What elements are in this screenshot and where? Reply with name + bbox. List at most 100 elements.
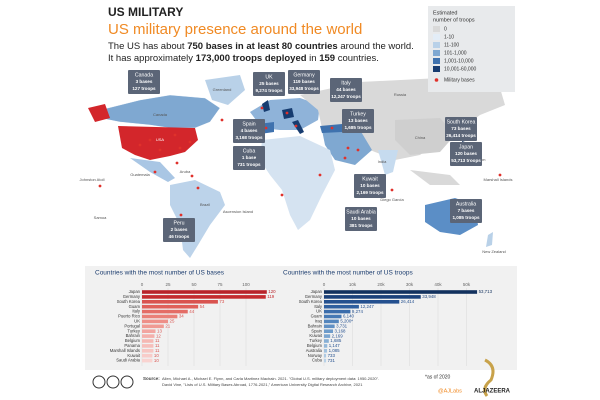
bar <box>142 353 153 358</box>
callout-name: Saudi Arabia <box>346 209 376 215</box>
callout-box <box>354 174 386 198</box>
base-marker <box>179 213 183 217</box>
category-label: Marshall Islands <box>110 348 140 353</box>
value-label: 731 <box>328 358 336 363</box>
base-marker <box>138 143 142 147</box>
bar <box>324 300 400 304</box>
value-label: 25 <box>170 319 175 324</box>
bar <box>142 290 267 294</box>
value-label: 11 <box>155 338 160 343</box>
description-part: It has approximately <box>108 53 196 64</box>
map-label: India <box>378 159 387 164</box>
base-marker <box>285 111 289 115</box>
value-label: 2,169 <box>332 333 344 338</box>
base-marker <box>264 126 268 130</box>
base-marker <box>280 193 284 197</box>
bar <box>142 319 168 324</box>
base-marker <box>346 146 350 150</box>
value-label: 13 <box>157 328 162 333</box>
category-label: Norway <box>308 353 323 358</box>
value-label: 3,168 <box>335 328 347 333</box>
callout-troops: 127 troops <box>132 86 156 91</box>
category-label: Puerto Rico <box>118 314 141 319</box>
x-tick-label: 40k <box>434 282 442 287</box>
legend-label: Military bases <box>444 77 475 83</box>
category-label: Japan <box>311 289 323 294</box>
category-label: Belgium <box>307 343 323 348</box>
value-label: 733 <box>328 353 336 358</box>
kicker: US MILITARY <box>108 5 183 19</box>
legend-label: 10,001-60,000 <box>444 66 476 72</box>
legend-label: 1,001-10,000 <box>444 58 474 64</box>
legend-swatch <box>433 42 440 48</box>
callout-box <box>345 207 377 231</box>
bar <box>324 309 351 314</box>
chart-title: Countries with the most number of US bas… <box>95 270 225 277</box>
category-label: Panama <box>124 343 140 348</box>
description-part: 750 bases in at least 80 countries <box>187 41 338 52</box>
base-marker <box>294 124 298 128</box>
bar <box>324 329 334 333</box>
base-marker <box>330 126 334 130</box>
bar <box>324 334 331 338</box>
value-label: 44 <box>189 309 194 314</box>
description-part: 159 <box>319 53 335 64</box>
callout-name: UK <box>265 74 273 80</box>
value-label: 119 <box>267 294 275 299</box>
legend-label: 0 <box>444 26 447 32</box>
map-label: Samoa <box>94 215 107 220</box>
callout-bases: 10 bases <box>360 183 380 188</box>
category-label: UK <box>134 319 140 324</box>
map-label: Russia <box>394 92 407 97</box>
value-label: 34 <box>179 314 184 319</box>
callout-bases: 7 bases <box>458 208 475 213</box>
value-label: 10 <box>154 358 159 363</box>
category-label: Japan <box>129 289 141 294</box>
map-label: New Zealand <box>482 249 506 254</box>
map-label: Aruba <box>180 169 191 174</box>
bar <box>324 304 359 309</box>
description-part: around the world. <box>338 41 414 52</box>
base-marker <box>158 148 162 152</box>
callout-name: Japan <box>459 144 473 150</box>
callout-name: Canada <box>135 72 153 78</box>
value-label: 12 <box>156 333 161 338</box>
x-tick-label: 20k <box>377 282 385 287</box>
x-tick-label: 10k <box>349 282 357 287</box>
callout-name: Spain <box>242 121 255 127</box>
value-label: 1,147 <box>329 343 341 348</box>
callout-box <box>342 109 374 133</box>
category-label: Bahrain <box>126 333 141 338</box>
bar <box>142 304 199 309</box>
value-label: 3,731 <box>336 323 348 328</box>
callout-troops: 3,168 troops <box>235 135 263 140</box>
callout-name: Peru <box>174 220 185 226</box>
callout-bases: 119 bases <box>293 79 315 84</box>
callout-bases: 25 bases <box>259 81 279 86</box>
value-label: 10 <box>154 353 159 358</box>
callout-troops: 26,414 troops <box>446 133 476 138</box>
base-marker <box>318 173 322 177</box>
description: It has approximately 173,000 troops depl… <box>108 53 379 64</box>
category-label: Australia <box>306 348 323 353</box>
bar <box>142 329 156 333</box>
bar <box>142 300 218 304</box>
callout-troops: 46 troops <box>169 234 190 239</box>
category-label: South Korea <box>117 299 141 304</box>
legend-label: 11-100 <box>444 42 459 48</box>
source: Allen, Michael A., Michael E. Flynn, and… <box>162 376 379 381</box>
category-label: Kuwait <box>309 333 322 338</box>
bar <box>324 353 327 358</box>
description: The US has about 750 bases in at least 8… <box>108 41 414 52</box>
legend-swatch <box>433 34 440 40</box>
map-label: Brazil <box>200 202 210 207</box>
base-marker <box>498 173 502 177</box>
category-label: Germany <box>305 294 323 299</box>
map-label: Canada <box>153 112 168 117</box>
legend-base-marker <box>434 78 439 82</box>
map-label: Marshall Islands <box>484 177 513 182</box>
bar <box>142 314 178 319</box>
legend-title: number of troops <box>433 17 475 23</box>
bar <box>324 358 327 363</box>
